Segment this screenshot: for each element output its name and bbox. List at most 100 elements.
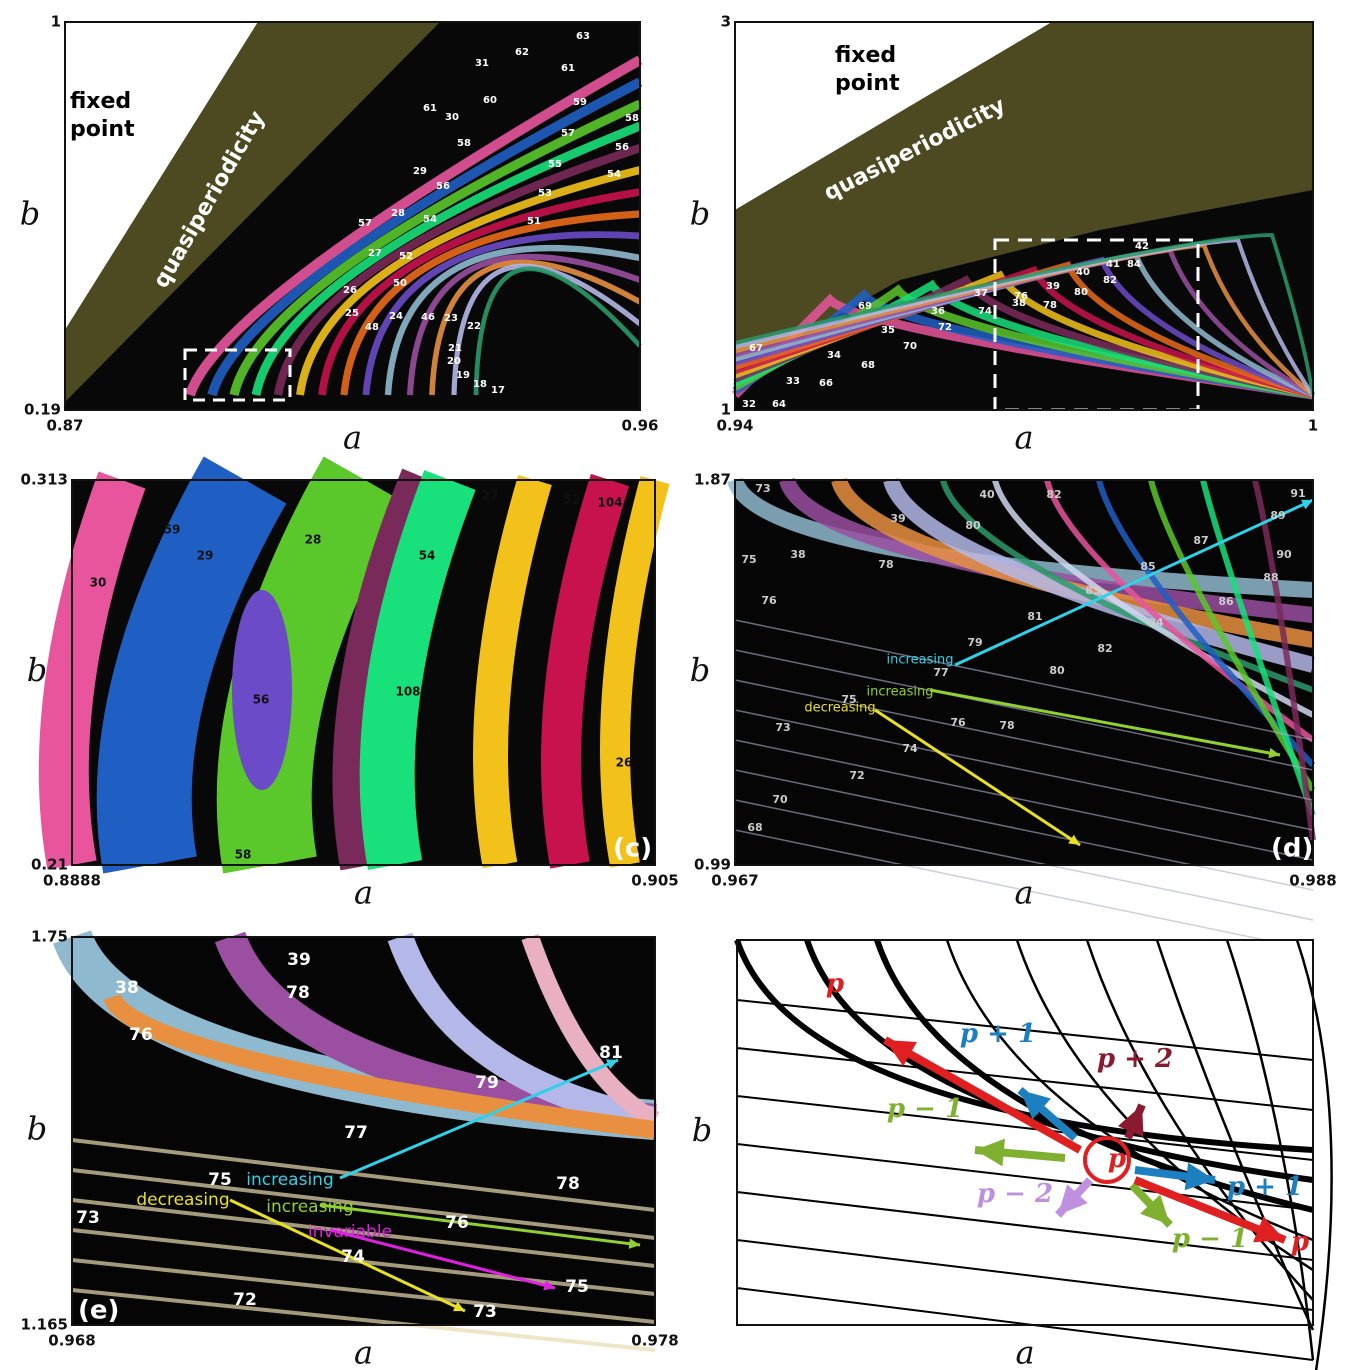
period-label: 41 — [1106, 259, 1120, 270]
period-label: 76 — [129, 1025, 153, 1045]
arrow-head — [885, 1040, 917, 1067]
stripe — [71, 1198, 656, 1268]
period-label: 60 — [483, 95, 497, 106]
period-label: 22 — [467, 321, 481, 332]
period-label: 87 — [1193, 534, 1208, 547]
x-tick-label: 0.978 — [631, 1332, 678, 1350]
arrow-head — [1268, 747, 1280, 759]
stripe — [734, 709, 1314, 831]
arrow-head — [1140, 1194, 1170, 1225]
period-label: 24 — [389, 311, 403, 322]
period-label: 33 — [786, 376, 800, 387]
tongue — [473, 475, 552, 869]
period-label: p + 1 — [1227, 1172, 1303, 1202]
arrow-head — [1253, 1216, 1285, 1243]
panel-label: (f) — [743, 1296, 778, 1326]
y-tick-label: 0.99 — [694, 856, 731, 874]
stripe — [734, 799, 1314, 921]
period-label: 68 — [747, 821, 762, 834]
period-label: 30 — [90, 576, 107, 590]
arrow-shaft — [929, 688, 1281, 757]
period-label: 80 — [1074, 287, 1088, 298]
arrow-label: increasing — [867, 685, 934, 700]
blob — [232, 590, 292, 790]
x-tick-label: 0.967 — [711, 872, 758, 890]
zoom-box — [183, 348, 292, 402]
period-label: 84 — [1148, 616, 1164, 629]
period-label: 61 — [561, 63, 575, 74]
period-label: 78 — [1043, 300, 1057, 311]
curve — [1295, 939, 1333, 1370]
curve — [736, 1239, 1314, 1311]
stripe — [71, 1138, 656, 1212]
x-tick-label: 0.94 — [716, 417, 753, 435]
period-label: 81 — [1027, 610, 1042, 623]
x-axis-label: a — [343, 419, 362, 457]
period-label: 56 — [253, 693, 270, 707]
period-label: 72 — [233, 1290, 257, 1310]
period-label: p − 1 — [1172, 1224, 1248, 1254]
period-label: 82 — [1097, 642, 1112, 655]
arrow-head — [1184, 1162, 1215, 1191]
stripe — [734, 619, 1314, 741]
period-label: 56 — [615, 142, 629, 153]
fixed-point-label-box: fixed point — [835, 43, 900, 96]
arrow-head — [453, 1301, 465, 1312]
arrow-head — [628, 1238, 640, 1249]
plot-frame — [734, 479, 1314, 866]
x-tick-label: 0.8888 — [43, 872, 101, 890]
y-axis-label: b — [27, 1110, 47, 1148]
tongue — [185, 55, 643, 397]
curve — [1155, 939, 1315, 1331]
y-tick-label: 1 — [51, 13, 61, 31]
tongue — [296, 166, 641, 396]
stripe — [71, 1258, 656, 1324]
period-label: 67 — [749, 343, 763, 354]
arrow-shaft — [319, 1203, 641, 1247]
tongue — [387, 932, 658, 1133]
y-tick-label: 1.75 — [31, 928, 68, 946]
period-label: p − 2 — [977, 1179, 1053, 1209]
zoom-box — [993, 238, 1200, 412]
x-axis-label: a — [354, 1334, 373, 1370]
y-axis-label: b — [20, 195, 40, 233]
period-label: 70 — [772, 793, 788, 806]
period-label: p − 1 — [887, 1094, 963, 1124]
period-label: p + 2 — [1097, 1044, 1173, 1074]
x-tick-label: 0.87 — [46, 417, 83, 435]
tongue — [429, 259, 642, 396]
period-label: 58 — [235, 848, 252, 862]
tongue — [318, 188, 641, 396]
period-label: 29 — [197, 549, 214, 563]
curve — [736, 1143, 1314, 1211]
period-label: 83 — [1085, 584, 1100, 597]
x-axis-label: a — [354, 874, 373, 912]
period-label: p — [1291, 1227, 1309, 1257]
period-label: 38 — [790, 548, 805, 561]
period-label: p — [1108, 1144, 1126, 1174]
period-label: 90 — [1276, 548, 1292, 561]
curve — [1225, 939, 1315, 1361]
period-label: 73 — [775, 721, 790, 734]
period-label: 42 — [1135, 241, 1149, 252]
tongue — [600, 476, 670, 868]
period-label: 39 — [1046, 281, 1060, 292]
panel-label: (e) — [78, 1296, 119, 1326]
tongue — [407, 253, 642, 396]
y-tick-label: 0.19 — [24, 401, 61, 419]
curve — [736, 999, 1314, 1061]
tongue — [103, 993, 657, 1139]
period-label: 75 — [208, 1170, 232, 1190]
period-label: 72 — [849, 769, 864, 782]
curve — [734, 939, 1314, 1153]
arrow-shaft — [229, 1198, 466, 1313]
tongue — [384, 244, 641, 396]
period-label: 78 — [999, 719, 1014, 732]
period-label: 58 — [625, 113, 639, 124]
period-label: 84 — [1127, 259, 1141, 270]
panel-label: (a) — [71, 29, 112, 59]
period-label: 73 — [473, 1302, 497, 1322]
period-label: 32 — [742, 399, 756, 410]
x-axis-label: a — [1014, 874, 1033, 912]
